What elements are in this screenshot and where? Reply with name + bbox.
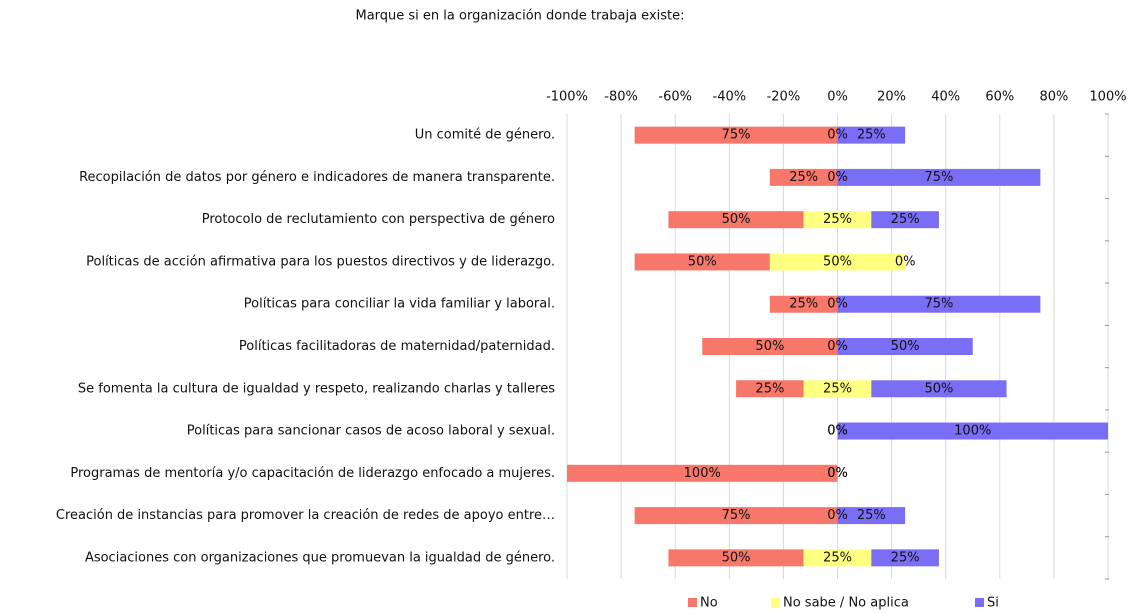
- bar-segment: [769, 253, 906, 271]
- x-tick-label: 80%: [1039, 90, 1068, 105]
- legend-label: No: [700, 596, 718, 611]
- value-label: 25%: [755, 381, 784, 396]
- bar-segment: [837, 126, 906, 144]
- category-label: Protocolo de reclutamiento con perspecti…: [202, 212, 555, 227]
- bar-segment: [668, 549, 804, 567]
- category-label: Se fomenta la cultura de igualdad y resp…: [78, 381, 555, 396]
- legend-swatch: [975, 598, 984, 607]
- category-label: Asociaciones con organizaciones que prom…: [85, 550, 555, 565]
- value-label: 25%: [823, 212, 852, 227]
- bar-segment: [803, 549, 872, 567]
- value-label: 50%: [722, 550, 751, 565]
- bar-segment: [634, 126, 838, 144]
- value-label: 50%: [688, 254, 717, 269]
- bar-segment: [803, 380, 872, 398]
- x-tick-label: 20%: [877, 90, 906, 105]
- bar-segment: [668, 211, 804, 229]
- value-label: 25%: [823, 381, 852, 396]
- category-label: Programas de mentoría y/o capacitación d…: [70, 466, 555, 481]
- category-label: Recopilación de datos por género e indic…: [79, 170, 555, 185]
- category-label: Políticas facilitadoras de maternidad/pa…: [239, 339, 555, 354]
- value-label: 25%: [789, 297, 818, 312]
- x-tick-label: 40%: [931, 90, 960, 105]
- value-label: 50%: [755, 339, 784, 354]
- bar-segment: [837, 295, 1041, 313]
- legend-label: Si: [987, 596, 999, 611]
- legend-swatch: [771, 598, 780, 607]
- bar-segment: [871, 211, 939, 229]
- legend-swatch: [688, 598, 697, 607]
- value-label: 0%: [827, 170, 848, 185]
- x-tick-label: 100%: [1089, 90, 1126, 105]
- value-label: 50%: [823, 254, 852, 269]
- value-label: 25%: [823, 550, 852, 565]
- value-label: 0%: [827, 128, 848, 143]
- bar-segment: [769, 295, 838, 313]
- x-tick-label: -60%: [658, 90, 692, 105]
- value-label: 50%: [722, 212, 751, 227]
- bar-segment: [803, 211, 872, 229]
- x-tick-label: -40%: [713, 90, 747, 105]
- bar-segment: [837, 168, 1041, 186]
- bar-segment: [567, 464, 838, 482]
- value-label: 0%: [827, 466, 848, 481]
- value-label: 0%: [895, 254, 916, 269]
- value-label: 75%: [722, 508, 751, 523]
- value-label: 75%: [924, 170, 953, 185]
- value-label: 50%: [891, 339, 920, 354]
- value-label: 25%: [891, 550, 920, 565]
- value-label: 75%: [924, 297, 953, 312]
- value-label: 25%: [857, 128, 886, 143]
- x-tick-label: -100%: [546, 90, 588, 105]
- value-label: 25%: [891, 212, 920, 227]
- category-label: Políticas de acción afirmativa para los …: [86, 254, 555, 269]
- value-label: 100%: [954, 424, 991, 439]
- value-label: 100%: [684, 466, 721, 481]
- category-label: Un comité de género.: [415, 128, 555, 143]
- bar-segment: [702, 338, 838, 355]
- bar-segment: [837, 507, 906, 525]
- x-tick-label: 0%: [827, 90, 848, 105]
- category-label: Políticas para conciliar la vida familia…: [244, 297, 555, 312]
- bar-segment: [837, 422, 1108, 440]
- bar-segment: [837, 338, 973, 355]
- x-tick-label: -80%: [604, 90, 638, 105]
- category-label: Políticas para sancionar casos de acoso …: [187, 424, 555, 439]
- x-tick-label: 60%: [985, 90, 1014, 105]
- value-label: 0%: [827, 466, 848, 481]
- value-label: 0%: [827, 339, 848, 354]
- value-label: 50%: [924, 381, 953, 396]
- chart-title: Marque si en la organización donde traba…: [355, 9, 684, 24]
- bar-segment: [871, 380, 1007, 398]
- value-label: 75%: [722, 128, 751, 143]
- value-label: 0%: [827, 297, 848, 312]
- value-label: 0%: [827, 424, 848, 439]
- category-label: Creación de instancias para promover la …: [56, 508, 555, 523]
- x-tick-label: -20%: [767, 90, 801, 105]
- value-label: 25%: [789, 170, 818, 185]
- legend-label: No sabe / No aplica: [783, 596, 909, 611]
- bar-segment: [871, 549, 939, 567]
- bar-segment: [736, 380, 804, 398]
- value-label: 0%: [827, 508, 848, 523]
- bar-segment: [769, 168, 838, 186]
- value-label: 25%: [857, 508, 886, 523]
- value-label: 0%: [827, 424, 848, 439]
- bar-segment: [634, 507, 838, 525]
- bar-segment: [634, 253, 770, 271]
